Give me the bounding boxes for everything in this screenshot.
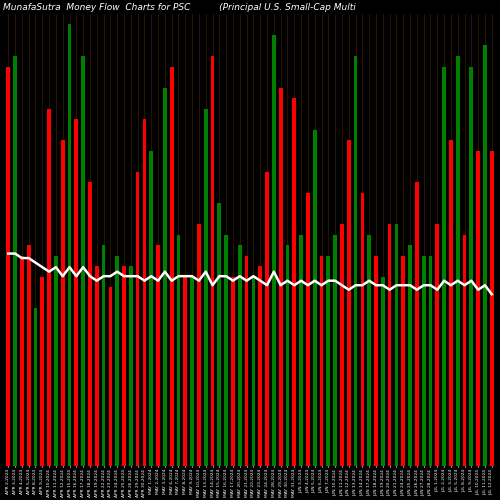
Bar [231, 277, 235, 466]
Bar [170, 66, 173, 466]
Bar [456, 56, 460, 466]
Bar [306, 192, 310, 466]
Bar [68, 24, 71, 466]
Bar [483, 46, 487, 466]
Bar [408, 246, 412, 466]
Bar [74, 119, 78, 466]
Bar [428, 256, 432, 466]
Bar [218, 203, 221, 466]
Bar [490, 150, 494, 466]
Bar [476, 150, 480, 466]
Bar [374, 256, 378, 466]
Bar [20, 256, 24, 466]
Bar [13, 56, 17, 466]
Bar [313, 130, 316, 466]
Bar [272, 35, 276, 466]
Bar [402, 256, 405, 466]
Bar [27, 246, 30, 466]
Bar [176, 234, 180, 466]
Bar [54, 256, 58, 466]
Bar [368, 234, 371, 466]
Bar [470, 66, 473, 466]
Bar [334, 234, 337, 466]
Bar [204, 108, 208, 466]
Bar [354, 56, 358, 466]
Text: MunafaSutra  Money Flow  Charts for PSC          (Principal U.S. Small-Cap Multi: MunafaSutra Money Flow Charts for PSC (P… [3, 3, 356, 12]
Bar [436, 224, 439, 466]
Bar [156, 246, 160, 466]
Bar [210, 56, 214, 466]
Bar [34, 308, 38, 466]
Bar [394, 224, 398, 466]
Bar [102, 246, 105, 466]
Bar [340, 224, 344, 466]
Bar [150, 150, 153, 466]
Bar [347, 140, 350, 466]
Bar [286, 246, 290, 466]
Bar [252, 277, 256, 466]
Bar [462, 234, 466, 466]
Bar [360, 192, 364, 466]
Bar [415, 182, 418, 466]
Bar [326, 256, 330, 466]
Bar [61, 140, 64, 466]
Bar [108, 288, 112, 466]
Bar [279, 88, 282, 466]
Bar [320, 256, 324, 466]
Bar [95, 266, 98, 466]
Bar [142, 119, 146, 466]
Bar [116, 256, 119, 466]
Bar [381, 277, 384, 466]
Bar [190, 277, 194, 466]
Bar [449, 140, 453, 466]
Bar [40, 277, 44, 466]
Bar [6, 66, 10, 466]
Bar [88, 182, 92, 466]
Bar [129, 266, 132, 466]
Bar [299, 234, 303, 466]
Bar [422, 256, 426, 466]
Bar [197, 224, 201, 466]
Bar [238, 246, 242, 466]
Bar [122, 266, 126, 466]
Bar [82, 56, 85, 466]
Bar [184, 277, 187, 466]
Bar [47, 108, 51, 466]
Bar [224, 234, 228, 466]
Bar [442, 66, 446, 466]
Bar [163, 88, 166, 466]
Bar [388, 224, 392, 466]
Bar [258, 266, 262, 466]
Bar [292, 98, 296, 466]
Bar [244, 256, 248, 466]
Bar [265, 172, 269, 466]
Bar [136, 172, 140, 466]
